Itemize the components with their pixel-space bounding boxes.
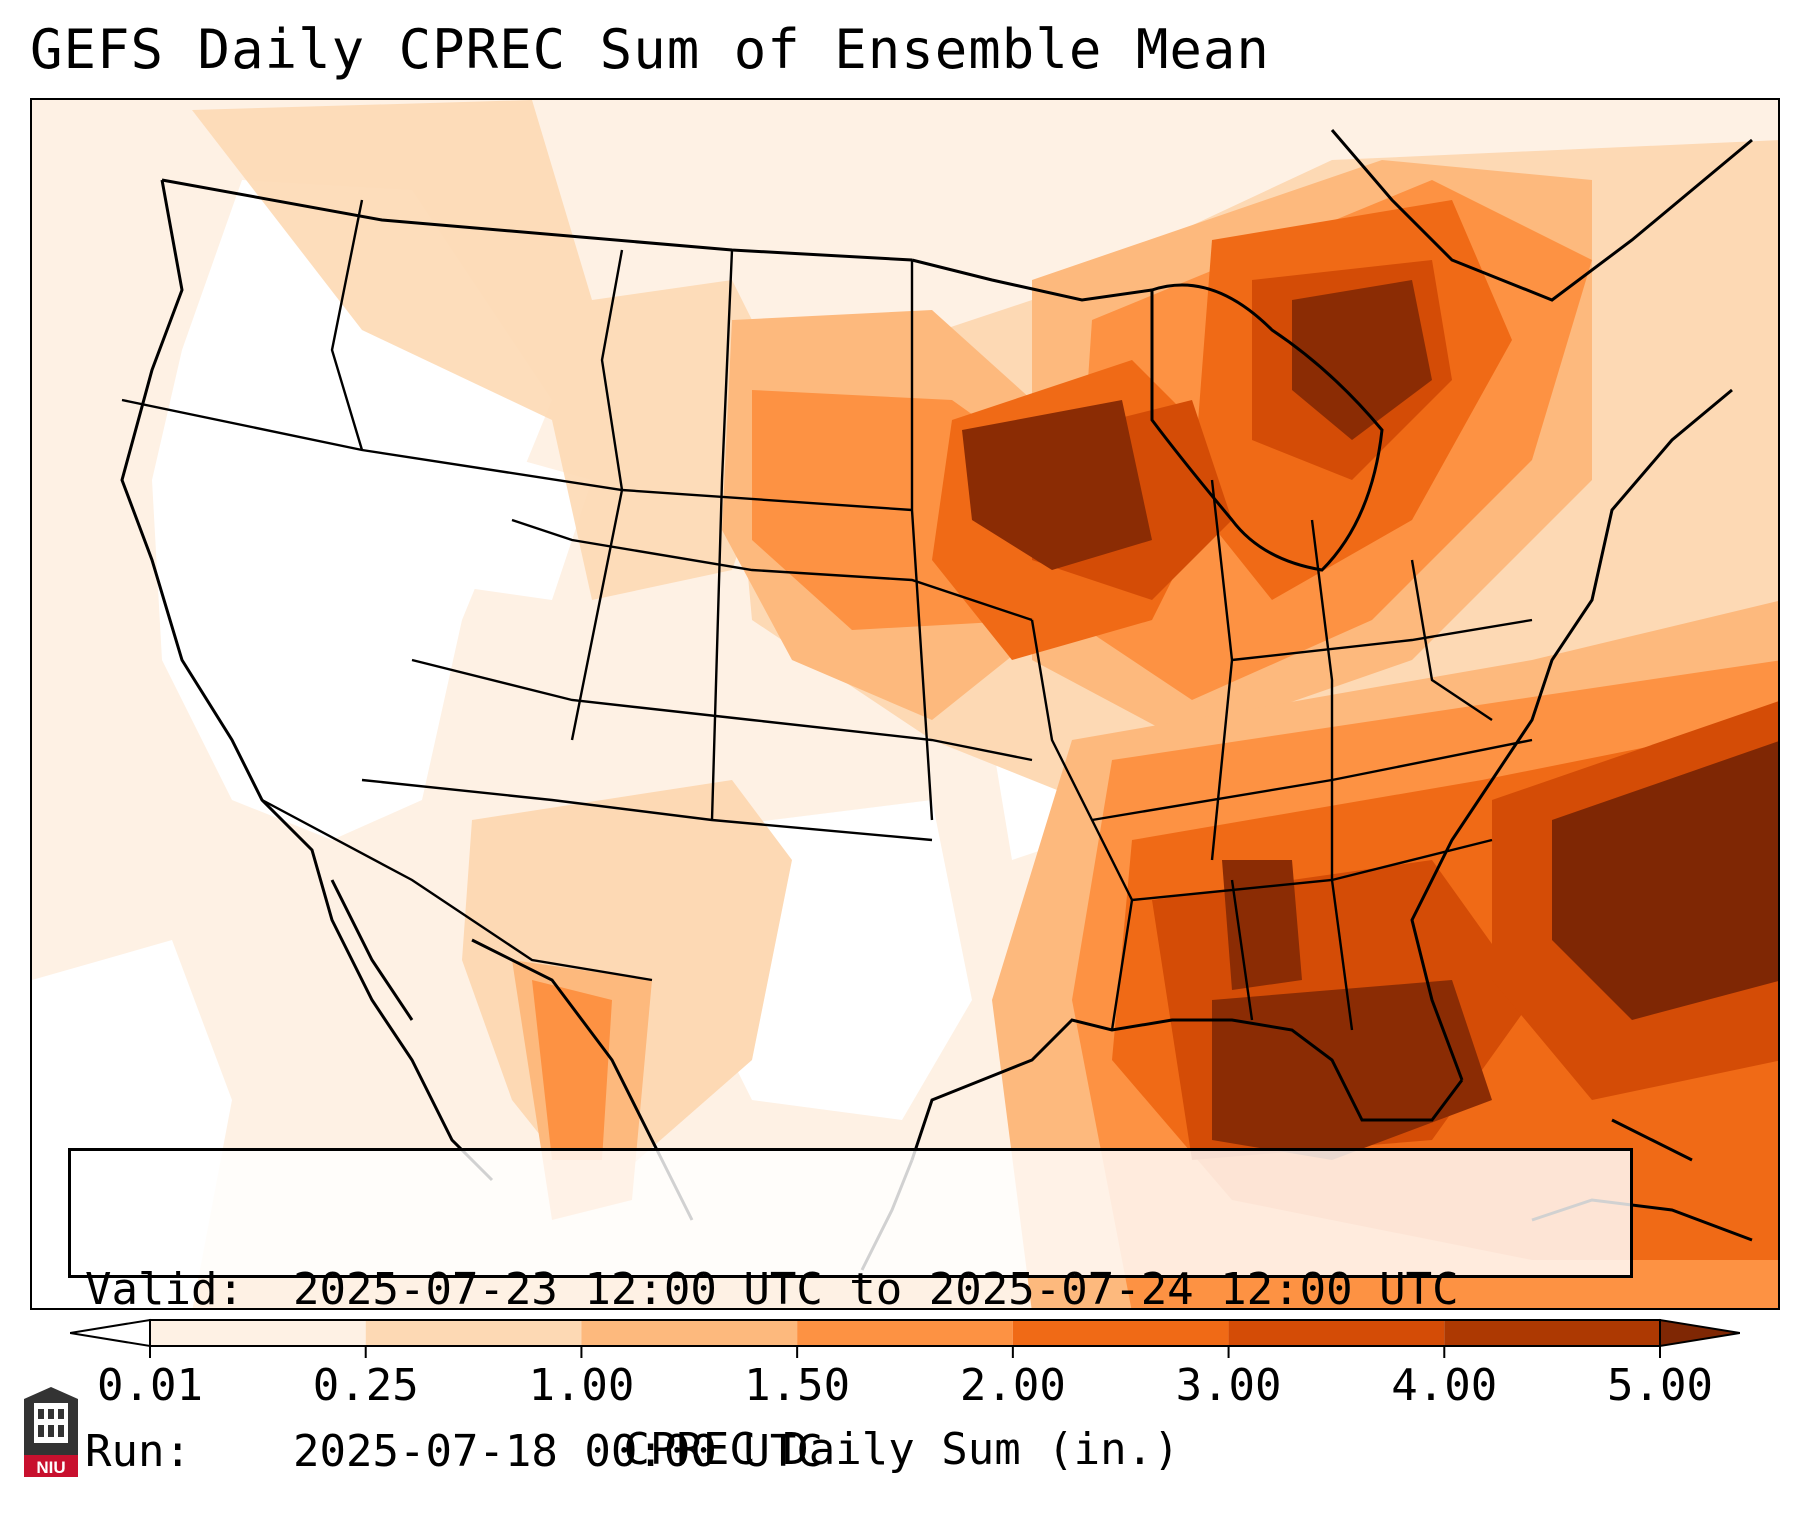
map-title: GEFS Daily CPREC Sum of Ensemble Mean bbox=[30, 18, 1270, 81]
boundaries bbox=[120, 129, 1753, 1271]
colorbar-segment bbox=[365, 1320, 582, 1346]
canada-border-central bbox=[911, 258, 1153, 302]
colorbar-tick-label: 5.00 bbox=[1607, 1360, 1713, 1411]
colorbar-segment bbox=[581, 1320, 798, 1346]
colorbar-segments bbox=[70, 1318, 1740, 1348]
colorbar-tick-label: 2.00 bbox=[959, 1360, 1066, 1411]
state-line-9 bbox=[261, 798, 653, 982]
colorbar-segment bbox=[1012, 1320, 1229, 1346]
state-line-16 bbox=[1231, 618, 1533, 662]
max-alabama bbox=[1222, 860, 1302, 990]
logo-banner bbox=[24, 1455, 78, 1477]
colorbar-over-arrow bbox=[1659, 1318, 1740, 1348]
great-lakes bbox=[1150, 283, 1384, 572]
run-label: Run: bbox=[85, 1426, 191, 1477]
state-line-17 bbox=[1230, 879, 1254, 1021]
valid-label: Valid: bbox=[85, 1264, 244, 1315]
colorbar-label: CPREC Daily Sum (in.) bbox=[623, 1424, 1180, 1475]
state-line-5 bbox=[910, 260, 934, 821]
niu-logo: NIU bbox=[24, 1387, 78, 1477]
shade-sierra-madre bbox=[532, 980, 612, 1160]
valid-run-info-box: Valid: 2025-07-23 12:00 UTC to 2025-07-2… bbox=[68, 1148, 1633, 1477]
precipitation-map bbox=[30, 98, 1780, 1310]
colorbar-segment bbox=[150, 1320, 366, 1346]
colorbar-tick-label: 0.01 bbox=[97, 1360, 203, 1411]
state-line-6 bbox=[511, 518, 1033, 622]
colorbar-segment bbox=[1228, 1320, 1445, 1346]
colorbar bbox=[70, 1318, 1740, 1358]
max-michigan bbox=[1292, 280, 1432, 440]
max-wisconsin bbox=[962, 400, 1152, 570]
colorbar-under-arrow bbox=[70, 1318, 151, 1348]
state-line-4 bbox=[710, 249, 734, 821]
valid-row: Valid: 2025-07-23 12:00 UTC to 2025-07-2… bbox=[85, 1263, 1616, 1317]
colorbar-tick-label: 1.00 bbox=[528, 1360, 635, 1411]
state-line-7 bbox=[411, 658, 1033, 762]
state-line-18 bbox=[1330, 879, 1354, 1031]
precip-shading bbox=[32, 100, 1778, 1308]
map-canvas bbox=[32, 100, 1778, 1308]
valid-value: 2025-07-23 12:00 UTC to 2025-07-24 12:00… bbox=[293, 1264, 1459, 1315]
shade-north-rockies bbox=[192, 100, 792, 600]
state-line-2 bbox=[330, 199, 364, 451]
colorbar-outline bbox=[149, 1319, 1661, 1347]
colorbar-tick-label: 1.50 bbox=[744, 1360, 851, 1411]
state-line-15 bbox=[1410, 559, 1493, 721]
max-atlantic bbox=[1552, 741, 1778, 1020]
state-line-14 bbox=[1310, 519, 1334, 880]
canada-border-west bbox=[161, 178, 913, 262]
dry-nevada bbox=[412, 430, 592, 600]
canada-border-east bbox=[1330, 129, 1753, 302]
pacific-coastline bbox=[120, 179, 494, 1182]
bahamas bbox=[1611, 1118, 1693, 1162]
colorbar-tick-label: 0.25 bbox=[312, 1360, 419, 1411]
run-value: 2025-07-18 00:00 UTC bbox=[293, 1426, 823, 1477]
logo-text: NIU bbox=[36, 1458, 65, 1477]
max-gulf bbox=[1212, 980, 1492, 1160]
run-row: Run: 2025-07-18 00:00 UTC bbox=[85, 1425, 1616, 1479]
colorbar-tick-label: 4.00 bbox=[1391, 1360, 1498, 1411]
colorbar-segment bbox=[797, 1320, 1013, 1346]
colorbar-tick-label: 3.00 bbox=[1175, 1360, 1282, 1411]
baja-coast bbox=[330, 879, 414, 1021]
state-line-3 bbox=[570, 249, 624, 741]
state-line-1 bbox=[121, 398, 913, 512]
state-line-8 bbox=[361, 778, 933, 842]
state-lines bbox=[121, 199, 1533, 1031]
colorbar-segment bbox=[1444, 1320, 1660, 1346]
gulf-coastline bbox=[910, 1018, 1464, 1161]
atlantic-coastline bbox=[1410, 388, 1733, 1081]
colorbar-ticks bbox=[149, 1346, 1661, 1358]
